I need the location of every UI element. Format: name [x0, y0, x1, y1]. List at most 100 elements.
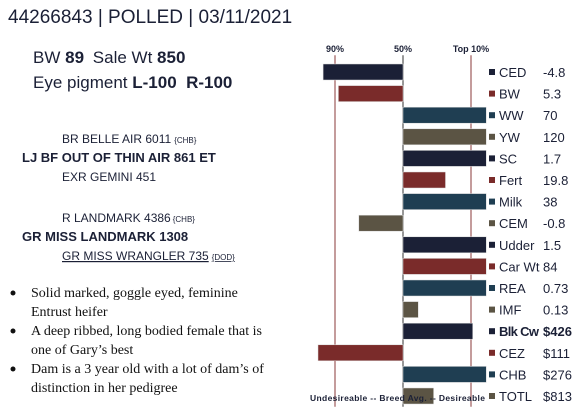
category-label: IMF [499, 303, 521, 318]
bar [402, 236, 487, 254]
bullet-text: one of Gary’s best [31, 343, 133, 358]
id-line: 44266843 | POLLED | 03/11/2021 [8, 7, 292, 28]
x-tick-label: Top 10% [453, 44, 489, 54]
legend-swatch [489, 177, 495, 183]
bullet-dot [10, 328, 16, 334]
animal-name: BR BELLE AIR 6011 [62, 132, 172, 146]
bar [402, 193, 487, 210]
category-label: Fert [499, 173, 523, 188]
category-label: CEM [499, 216, 528, 231]
epd-value: $813 [543, 389, 572, 404]
stat-label: Sale Wt [93, 48, 153, 67]
legend-swatch [489, 393, 495, 399]
tag: {DOD} [212, 253, 235, 262]
epd-value: 5.3 [543, 87, 561, 102]
eye-label: Eye pigment [33, 73, 128, 92]
category-label: YW [499, 130, 521, 145]
bullet-text: Solid marked, goggle eyed, feminine [31, 286, 238, 301]
animal-name: EXR GEMINI 451 [62, 170, 156, 184]
epd-value: 1.5 [543, 238, 561, 253]
dam-name: GR MISS LANDMARK 1308 [22, 229, 188, 244]
epd-value: -4.8 [543, 65, 565, 80]
bar [322, 63, 404, 81]
bar [402, 387, 434, 405]
bullet-dot [10, 366, 16, 372]
category-label: TOTL [499, 389, 532, 404]
category-label: Car Wt [499, 259, 540, 274]
epd-value: 120 [543, 130, 565, 145]
bullet-text: A deep ribbed, long bodied female that i… [31, 324, 262, 339]
tag: {CHB} [173, 215, 196, 224]
epd-value: 0.13 [543, 303, 568, 318]
sire-name: LJ BF OUT OF THIN AIR 861 ET [22, 150, 216, 165]
legend-swatch [489, 263, 495, 270]
x-axis-label: Undesireable -- Breed Avg. -- Desireable [310, 393, 485, 403]
legend-swatch [489, 220, 495, 227]
bar [338, 85, 404, 102]
pedigree-line: GR MISS WRANGLER 735 {DOD} [62, 249, 235, 263]
epd-chart: 90% 50% Top 10% CED -4.8 BW 5.3 WW 70 YW 120 SC 1.7 F… [310, 44, 572, 407]
legend-swatch [489, 328, 495, 335]
category-label: CED [499, 65, 526, 80]
category-label: SC [499, 151, 517, 166]
category-label: CHB [499, 367, 526, 382]
bar [402, 301, 419, 318]
bullet-list: Solid marked, goggle eyed, feminine Entru… [10, 286, 264, 396]
tag: {CHB} [174, 136, 197, 145]
legend-swatch [489, 133, 495, 140]
stats-line: BW 89 Sale Wt 850 [33, 48, 185, 67]
bar [402, 366, 487, 383]
epd-value: $276 [543, 367, 572, 382]
bullet-text: distinction in her pedigree [31, 381, 178, 396]
stat-value: 850 [157, 48, 185, 67]
legend-swatch [489, 241, 495, 248]
stat-value: 89 [65, 48, 84, 67]
epd-value: 0.73 [543, 281, 568, 296]
bar [358, 214, 404, 232]
legend-swatch [489, 90, 495, 97]
bar [402, 171, 446, 189]
epd-value: $426 [543, 324, 572, 339]
eye-line: Eye pigment L-100 R-100 [33, 73, 232, 92]
legend-swatch [489, 112, 495, 119]
animal-name: GR MISS WRANGLER 735 [62, 249, 209, 263]
legend-swatch [489, 198, 495, 205]
bar [402, 150, 487, 167]
epd-value: -0.8 [543, 216, 565, 231]
category-label: REA [499, 281, 526, 296]
pedigree-line: BR BELLE AIR 6011 {CHB} [62, 132, 197, 146]
legend-swatch [489, 371, 495, 378]
category-label: BW [499, 87, 521, 102]
category-label: Udder [499, 238, 535, 253]
legend-swatch [489, 349, 495, 356]
x-tick-label: 50% [394, 44, 412, 54]
epd-value: $111 [543, 346, 570, 361]
legend-swatch [489, 69, 495, 75]
bullet-text: Entrust heifer [31, 305, 108, 320]
bar [402, 279, 487, 297]
bar [402, 106, 487, 124]
bar [402, 128, 487, 146]
bar [317, 344, 404, 362]
legend-swatch [489, 285, 495, 291]
bar [402, 322, 473, 340]
epd-value: 84 [543, 259, 557, 274]
category-label: Milk [499, 195, 523, 210]
eye-value: L-100 R-100 [132, 73, 232, 92]
epd-value: 1.7 [543, 151, 561, 166]
legend-swatch [489, 155, 495, 162]
epd-value: 70 [543, 108, 557, 123]
bullet-dot [10, 290, 16, 296]
pedigree-line: R LANDMARK 4386 {CHB} [62, 211, 195, 225]
animal-name: R LANDMARK 4386 [62, 211, 171, 225]
bar [402, 258, 487, 275]
epd-value: 38 [543, 195, 557, 210]
category-label: Blk Cw [499, 324, 540, 339]
x-tick-label: 90% [326, 44, 344, 54]
category-label: WW [499, 108, 524, 123]
stat-label: BW [33, 48, 60, 67]
legend-swatch [489, 306, 495, 313]
epd-value: 19.8 [543, 173, 568, 188]
category-label: CEZ [499, 346, 525, 361]
